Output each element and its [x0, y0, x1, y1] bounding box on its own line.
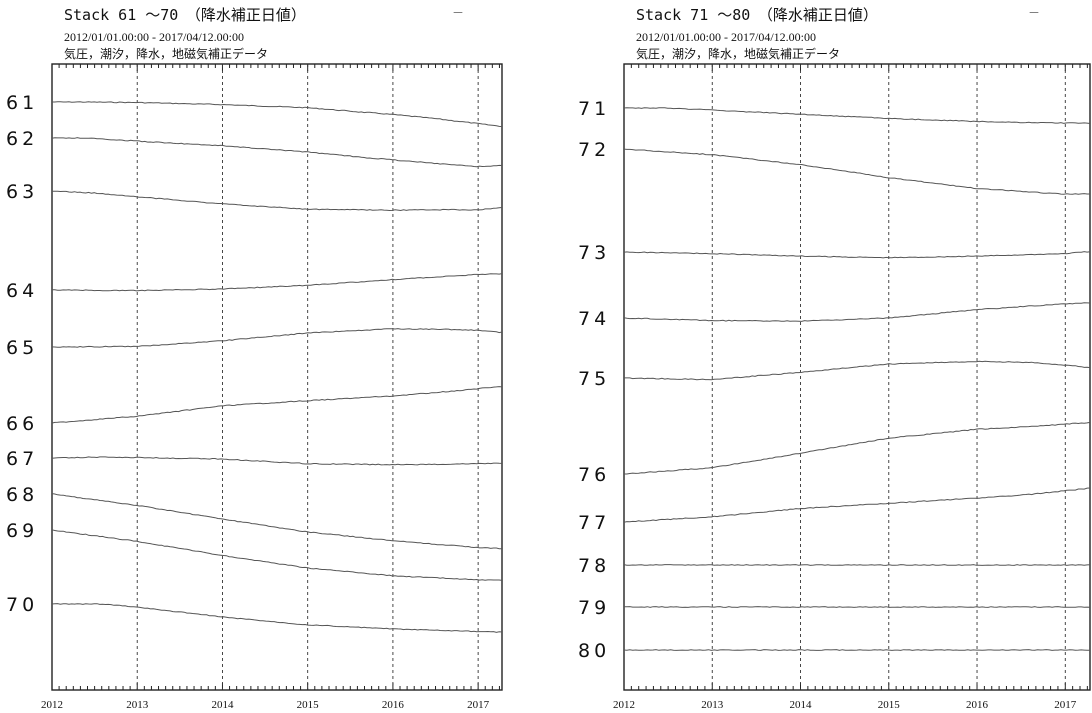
- series-line-66: [51, 386, 503, 424]
- series-line-78: [623, 564, 1091, 566]
- series-label-63: 63: [6, 181, 38, 203]
- corrections-text: 気圧，潮汐，降水，地磁気補正データ: [64, 47, 269, 61]
- x-tick-label: 2014: [211, 699, 234, 711]
- series-line-68: [51, 493, 502, 550]
- x-tick-label: 2016: [382, 699, 405, 711]
- series-line-72: [623, 148, 1090, 195]
- x-tick-label: 2012: [41, 699, 63, 711]
- series-label-75: 75: [578, 368, 610, 390]
- x-tick-label: 2015: [878, 699, 901, 711]
- series-label-65: 65: [6, 337, 38, 359]
- series-line-71: [623, 107, 1091, 124]
- x-tick-label: 2017: [467, 699, 490, 711]
- series-line-63: [51, 190, 503, 212]
- series-line-76: [624, 421, 1091, 475]
- series-line-64: [52, 273, 503, 292]
- series-label-72: 72: [578, 139, 610, 161]
- series-line-77: [623, 487, 1091, 523]
- series-label-61: 61: [6, 92, 38, 114]
- series-label-78: 78: [578, 555, 610, 577]
- x-tick-label: 2015: [297, 699, 320, 711]
- series-line-69: [51, 529, 503, 581]
- series-label-68: 68: [6, 484, 38, 506]
- plot-frame: [51, 63, 503, 691]
- series-label-73: 73: [578, 242, 610, 264]
- series-label-80: 80: [578, 640, 610, 662]
- chart-title: Stack 61 ～70 （降水補正日値）: [64, 6, 306, 24]
- x-tick-label: 2017: [1054, 699, 1077, 711]
- series-label-69: 69: [6, 520, 38, 542]
- plot-area: 2012 2013 2014 2015 2016 2017 61 62 63 64 65 66 67 68…: [6, 63, 503, 711]
- x-tick-label: 2016: [966, 699, 989, 711]
- series-line-74: [623, 302, 1091, 322]
- series-label-67: 67: [6, 448, 38, 470]
- series-line-80: [623, 649, 1091, 651]
- series-line-75: [624, 360, 1091, 381]
- series-label-79: 79: [578, 597, 610, 619]
- series-label-77: 77: [578, 512, 610, 534]
- plot-frame: [623, 63, 1091, 691]
- corner-mark: －: [1028, 6, 1041, 20]
- series-line-73: [623, 251, 1091, 259]
- plot-area: 2012 2013 2014 2015 2016 2017 71 72 73 74 75 76 77 78…: [578, 63, 1091, 711]
- series-label-76: 76: [578, 464, 610, 486]
- series-line-65: [51, 328, 503, 348]
- series-line-79: [624, 606, 1091, 608]
- series-label-74: 74: [578, 308, 610, 330]
- corrections-text: 気圧，潮汐，降水，地磁気補正データ: [636, 47, 841, 61]
- x-tick-label: 2014: [790, 699, 813, 711]
- chart-title: Stack 71 ～80 （降水補正日値）: [636, 6, 878, 24]
- series-line-61: [52, 101, 503, 127]
- x-tick-label: 2012: [613, 699, 635, 711]
- corner-mark: －: [452, 6, 465, 20]
- series-line-62: [51, 137, 503, 168]
- stack-71-80-panel: Stack 71 ～80 （降水補正日値） 2012/01/01.00:00 -…: [572, 0, 1092, 713]
- series-line-67: [51, 456, 503, 466]
- stack-61-70-panel: Stack 61 ～70 （降水補正日値） 2012/01/01.00:00 -…: [0, 0, 520, 713]
- period-text: 2012/01/01.00:00 - 2017/04/12.00:00: [64, 30, 244, 44]
- series-label-62: 62: [6, 128, 38, 150]
- series-label-64: 64: [6, 280, 38, 302]
- series-label-66: 66: [6, 413, 38, 435]
- series-line-70: [51, 603, 503, 633]
- series-label-70: 70: [6, 594, 38, 616]
- series-label-71: 71: [578, 98, 610, 120]
- period-text: 2012/01/01.00:00 - 2017/04/12.00:00: [636, 30, 816, 44]
- x-tick-label: 2013: [701, 699, 724, 711]
- x-tick-label: 2013: [126, 699, 149, 711]
